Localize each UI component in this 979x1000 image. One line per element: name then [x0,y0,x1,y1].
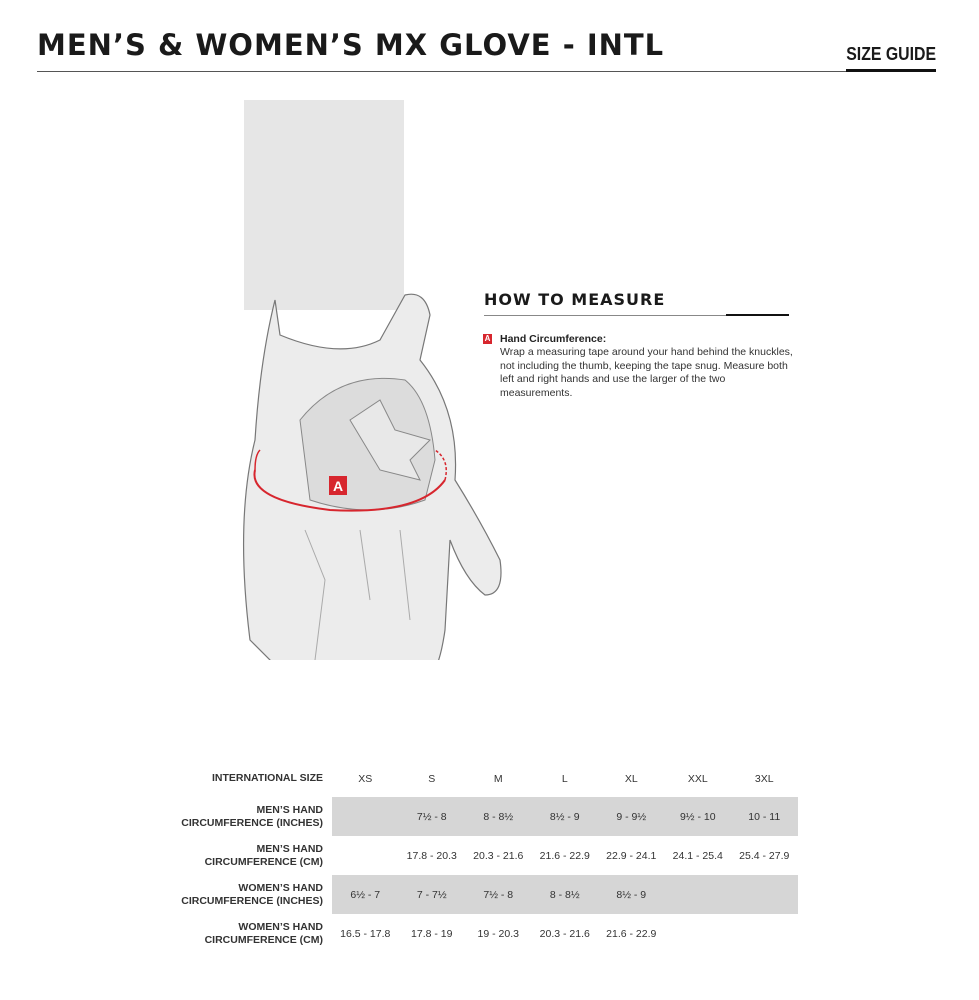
glove-illustration: A [243,100,502,660]
table-cell: 20.3 - 21.6 [473,849,524,862]
measurement-marker [329,476,347,495]
measure-description: Wrap a measuring tape around your hand b… [500,346,793,399]
table-cell [731,875,798,914]
table-cell: 22.9 - 24.1 [606,849,657,862]
table-cell: 8½ - 9 [598,875,665,914]
table-cell: 21.6 - 22.9 [606,927,657,940]
size-header: XXL [687,772,708,785]
how-to-measure-title: HOW TO MEASURE [484,290,666,309]
row-label-line: CIRCUMFERENCE (CM) [204,933,323,946]
table-row: WOMEN’S HAND CIRCUMFERENCE (INCHES) 6½ - 7… [180,875,798,914]
size-guide-label: SIZE GUIDE [846,44,936,64]
table-cell: 17.8 - 20.3 [406,849,457,862]
table-cell: 7½ - 8 [398,797,465,836]
table-cell: 7 - 7½ [398,875,465,914]
measurement-line [253,469,446,512]
table-cell [332,836,399,875]
table-cell: 24.1 - 25.4 [672,849,723,862]
header-divider-accent [846,69,936,72]
header-divider [37,71,936,72]
table-cell: 19 - 20.3 [477,927,519,940]
table-cell: 16.5 - 17.8 [340,927,391,940]
row-label-line: WOMEN’S HAND [238,920,323,933]
row-label-line: CIRCUMFERENCE (INCHES) [181,816,323,829]
row-label-line: MEN’S HAND [256,842,323,855]
table-row: MEN’S HAND CIRCUMFERENCE (CM) 17.8 - 20.3 2… [180,836,798,875]
size-header: L [561,772,568,785]
table-cell [664,875,731,914]
section-divider [484,315,789,316]
table-cell: 20.3 - 21.6 [539,927,590,940]
row-label-line: MEN’S HAND [256,803,323,816]
table-cell: 10 - 11 [731,797,798,836]
row-label: MEN’S HAND CIRCUMFERENCE (CM) [180,836,332,875]
row-label: WOMEN’S HAND CIRCUMFERENCE (CM) [180,914,332,953]
row-label-line: CIRCUMFERENCE (CM) [204,855,323,868]
table-cell [332,797,399,836]
table-cell: 8 - 8½ [465,797,532,836]
table-cell: 9 - 9½ [598,797,665,836]
table-cell: 17.8 - 19 [411,927,453,940]
row-label-line: CIRCUMFERENCE (INCHES) [181,894,323,907]
measure-heading: Hand Circumference: [500,333,607,345]
table-cell: 6½ - 7 [332,875,399,914]
size-table: INTERNATIONAL SIZE XS S M L XL XXL 3XL M… [180,760,798,953]
table-cell: 21.6 - 22.9 [539,849,590,862]
row-label-line: WOMEN’S HAND [238,881,323,894]
table-row: WOMEN’S HAND CIRCUMFERENCE (CM) 16.5 - 17.… [180,914,798,953]
size-header: 3XL [754,772,774,785]
size-header: M [493,772,503,785]
section-divider-accent [726,314,789,316]
table-cell [731,914,798,953]
svg-text:A: A [333,478,343,494]
header-label: INTERNATIONAL SIZE [211,772,323,784]
row-label: WOMEN’S HAND CIRCUMFERENCE (INCHES) [180,875,332,914]
table-cell: 8 - 8½ [531,875,598,914]
size-header: XL [624,772,638,785]
table-cell: 25.4 - 27.9 [739,849,790,862]
size-header: XS [358,772,373,785]
table-cell [665,914,732,953]
size-header: S [428,772,436,785]
marker-a-badge: A [483,334,492,344]
table-cell: 9½ - 10 [664,797,731,836]
table-header-row: INTERNATIONAL SIZE XS S M L XL XXL 3XL [180,760,798,797]
row-label: MEN’S HAND CIRCUMFERENCE (INCHES) [180,797,332,836]
table-cell: 7½ - 8 [465,875,532,914]
table-cell: 8½ - 9 [531,797,598,836]
page-title: MEN’S & WOMEN’S MX GLOVE - INTL [37,28,665,62]
